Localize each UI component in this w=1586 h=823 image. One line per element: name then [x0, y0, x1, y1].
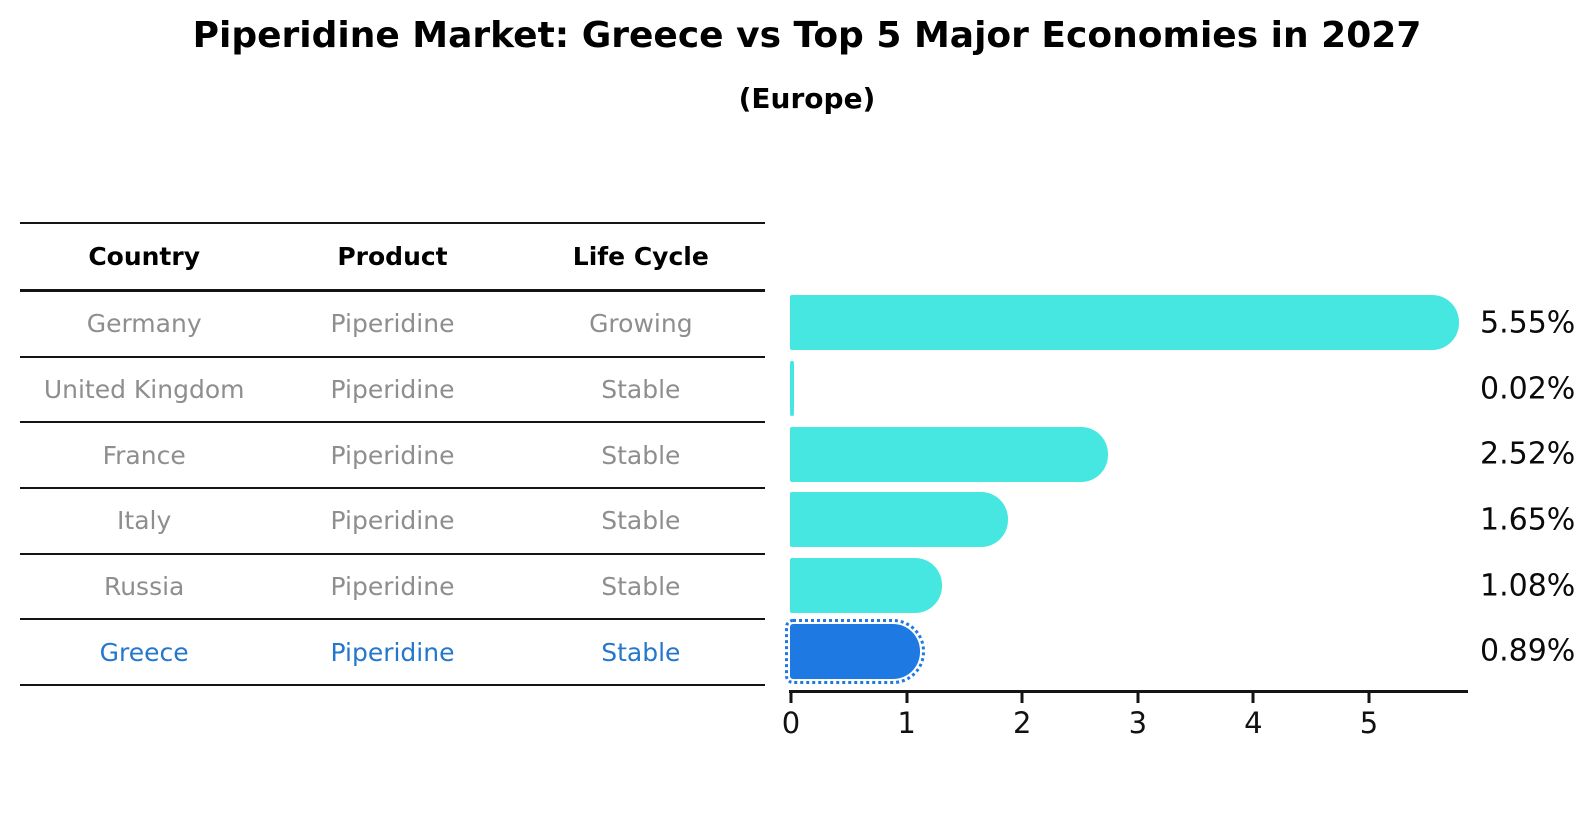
lifecycle-cell: Stable [601, 375, 681, 405]
x-tick-label: 1 [897, 706, 916, 740]
x-tick-label: 5 [1359, 706, 1379, 740]
bar-value-label: 1.08% [1480, 568, 1576, 604]
bar-value-label: 0.89% [1480, 633, 1576, 669]
table-row: Italy Piperidine Stable [20, 489, 765, 555]
table-header-country: Country [88, 242, 201, 271]
lifecycle-cell: Stable [601, 637, 681, 667]
bar-value-label: 5.55% [1480, 305, 1576, 341]
x-tick-mark [1367, 693, 1371, 703]
bar-value-label: 0.02% [1480, 371, 1576, 407]
table-row: United Kingdom Piperidine Stable [20, 358, 765, 424]
bar-row: 0.89% [785, 618, 1575, 684]
bar [790, 426, 1109, 482]
x-tick-label: 2 [1012, 706, 1032, 740]
bar-row: 5.55% [790, 290, 1575, 356]
table-row: Germany Piperidine Growing [20, 292, 765, 358]
title-block: Piperidine Market: Greece vs Top 5 Major… [14, 16, 1586, 115]
product-cell: Piperidine [330, 375, 455, 405]
table-body: Germany Piperidine Growing United Kingdo… [20, 292, 765, 687]
lifecycle-cell: Stable [601, 506, 681, 536]
bar-chart-plot-area: 5.55% 0.02% 2.52% 1.65% 1.08% 0.89% [785, 290, 1575, 685]
table-row: Greece Piperidine Stable [20, 620, 765, 687]
table-header-row: Country Product Life Cycle [20, 224, 765, 292]
table-header-lifecycle: Life Cycle [572, 242, 709, 271]
product-cell: Piperidine [330, 440, 455, 470]
bar [790, 361, 795, 417]
country-cell: Greece [99, 637, 189, 667]
product-cell: Piperidine [330, 506, 455, 536]
bar [790, 492, 1008, 548]
x-tick-label: 0 [781, 706, 801, 740]
page-subtitle: (Europe) [738, 81, 876, 115]
page-title: Piperidine Market: Greece vs Top 5 Major… [192, 15, 1422, 56]
x-tick-mark [1136, 693, 1140, 703]
country-cell: France [102, 440, 186, 470]
x-tick-mark [1251, 693, 1255, 703]
x-tick-label: 3 [1128, 706, 1148, 740]
product-cell: Piperidine [330, 637, 455, 667]
x-axis-line [789, 690, 1468, 693]
x-tick-mark [1020, 693, 1024, 703]
bar-row: 1.08% [790, 553, 1575, 619]
x-axis: 0 1 2 3 4 5 [782, 690, 1468, 750]
bar-value-label: 2.52% [1480, 436, 1576, 472]
lifecycle-cell: Stable [601, 572, 681, 602]
product-cell: Piperidine [330, 309, 455, 339]
bar-row: 2.52% [790, 421, 1575, 487]
product-cell: Piperidine [330, 572, 455, 602]
country-cell: Italy [117, 506, 172, 536]
table-row: France Piperidine Stable [20, 423, 765, 490]
country-cell: Russia [103, 572, 185, 602]
x-tick-mark [789, 693, 793, 703]
bar [790, 558, 942, 614]
bar-value-label: 1.65% [1480, 502, 1576, 538]
lifecycle-cell: Stable [601, 440, 681, 470]
x-tick-label: 4 [1244, 706, 1263, 740]
table-header-product: Product [337, 242, 448, 271]
bar-row: 0.02% [790, 356, 1575, 422]
bar [790, 295, 1459, 351]
bar-row: 1.65% [790, 487, 1575, 553]
lifecycle-cell: Growing [589, 309, 693, 339]
table-row: Russia Piperidine Stable [20, 555, 765, 621]
x-tick-mark [905, 693, 909, 703]
country-cell: Germany [86, 309, 202, 339]
bar [785, 618, 925, 684]
country-cell: United Kingdom [43, 375, 245, 405]
comparison-table: Country Product Life Cycle Germany Piper… [20, 222, 765, 687]
